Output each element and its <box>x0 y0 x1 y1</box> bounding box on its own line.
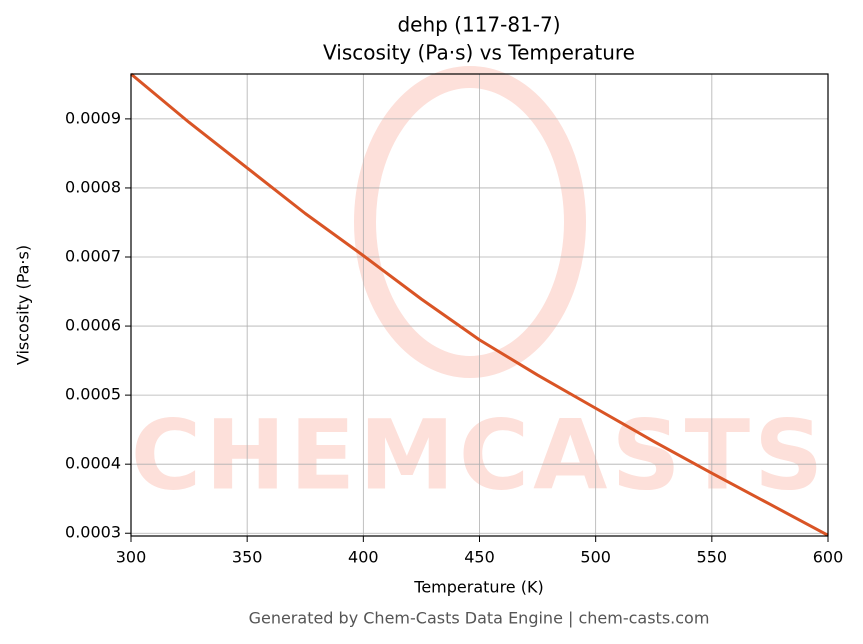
watermark: CHEMCASTS <box>131 399 827 511</box>
plot-frame <box>130 73 829 537</box>
y-tick-label: 0.0003 <box>65 523 121 542</box>
x-tick-label: 500 <box>580 548 611 567</box>
x-tick-label: 350 <box>232 548 263 567</box>
y-tick-label: 0.0006 <box>65 316 121 335</box>
watermark-logo <box>354 66 586 378</box>
x-tick-label: 550 <box>697 548 728 567</box>
x-tick-label: 400 <box>348 548 379 567</box>
x-tick-label: 450 <box>464 548 495 567</box>
x-axis-label: Temperature (K) <box>413 578 543 597</box>
y-tick-label: 0.0007 <box>65 247 121 266</box>
y-tick-label: 0.0004 <box>65 454 121 473</box>
line-series <box>130 72 829 537</box>
x-tick-label: 600 <box>813 548 844 567</box>
y-tick-label: 0.0005 <box>65 385 121 404</box>
chart-title: dehp (117-81-7) <box>397 13 560 37</box>
footer: Generated by Chem-Casts Data Engine | ch… <box>249 609 710 628</box>
y-tick-label: 0.0009 <box>65 108 121 127</box>
y-tick-label: 0.0008 <box>65 177 121 196</box>
y-axis-label: Viscosity (Pa·s) <box>14 245 33 365</box>
x-tick-label: 300 <box>116 548 147 567</box>
chart-subtitle: Viscosity (Pa·s) vs Temperature <box>323 41 635 65</box>
